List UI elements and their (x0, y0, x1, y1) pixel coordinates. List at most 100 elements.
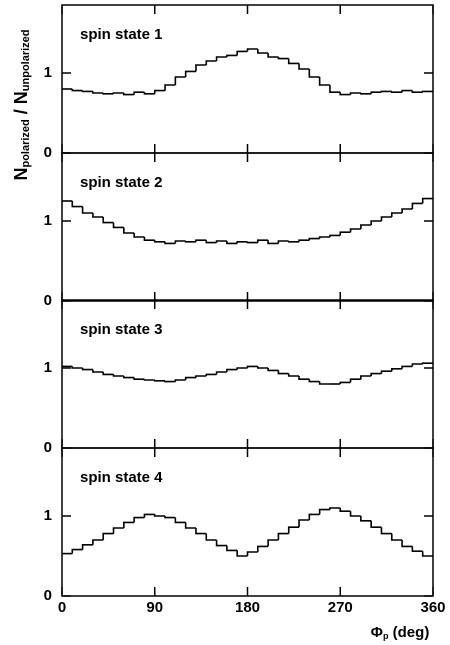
histogram-bin (81, 90, 93, 93)
y-tick-label: 1 (44, 507, 52, 524)
histogram-bin (123, 376, 135, 379)
histogram-bin (246, 241, 258, 244)
histogram-bin (92, 369, 104, 373)
histogram-bin (287, 373, 300, 377)
histogram-bin (349, 511, 361, 517)
histogram-bin (308, 513, 320, 520)
histogram-bin (236, 367, 248, 370)
histogram-bin (380, 370, 392, 374)
histogram-bin (71, 548, 83, 554)
histogram-bin (195, 375, 207, 378)
histogram-bin (411, 363, 423, 367)
histogram-bin (112, 222, 124, 229)
histogram-bin (215, 371, 227, 375)
histogram-bin (298, 239, 310, 242)
histogram-bin (184, 70, 196, 77)
histogram-bin (246, 365, 258, 368)
histogram-bin (143, 513, 155, 518)
histogram-bin (226, 241, 238, 245)
histogram-bin (349, 92, 361, 95)
histogram-bin (421, 362, 433, 364)
histogram-bin (257, 545, 269, 552)
histogram-bin (360, 516, 372, 522)
histogram-bin (380, 216, 392, 221)
y-tick-label: 0 (44, 587, 52, 604)
histogram-bin (174, 379, 186, 382)
histogram-bin (205, 240, 217, 244)
histogram-bin (421, 197, 433, 204)
y-tick-label: 1 (44, 64, 52, 81)
histogram-bin (133, 377, 145, 380)
x-tick-label: 0 (58, 599, 66, 616)
histogram-bin (298, 63, 310, 70)
histogram-bin (133, 91, 145, 95)
histogram-bin (349, 228, 361, 233)
histogram-bin (81, 368, 93, 371)
histogram-bin (360, 224, 372, 229)
histogram-bin (102, 93, 114, 95)
histogram-bin (257, 239, 269, 243)
histogram-bin (257, 366, 269, 369)
histogram-bin (267, 240, 279, 245)
x-axis-label: Φp (deg) (371, 624, 430, 641)
histogram-bin (329, 85, 341, 93)
histogram-bin (164, 241, 176, 245)
histogram-bin (287, 526, 300, 534)
y-tick-label: 0 (44, 144, 52, 161)
histogram-bin (174, 76, 186, 85)
histogram-bin (102, 372, 114, 376)
histogram-bin (339, 508, 351, 512)
histogram-bin (205, 533, 217, 541)
histogram-bin (226, 368, 238, 372)
histogram-bin (226, 54, 238, 57)
histogram-bin (184, 376, 196, 380)
histogram-bin (174, 517, 186, 524)
y-axis-label: Npolarized / Nunpolarized (11, 29, 32, 180)
histogram-bin (236, 50, 248, 56)
histogram-bin (298, 376, 310, 380)
x-tick-label: 360 (420, 599, 445, 616)
histogram-bin (143, 237, 155, 241)
histogram-bin (370, 220, 382, 225)
histogram-bin (143, 379, 155, 381)
histogram-bin (246, 551, 258, 556)
histogram-bin (360, 93, 372, 95)
histogram-bin (195, 64, 207, 72)
histogram-bin (215, 240, 227, 243)
y-tick-label: 1 (44, 212, 52, 229)
histogram-bin (329, 507, 341, 510)
histogram-bin (236, 241, 248, 244)
histogram-bin (257, 49, 269, 54)
histogram-bin (153, 514, 166, 517)
histogram-bin (102, 532, 114, 540)
histogram-bin (390, 91, 403, 93)
histogram-bin (421, 90, 433, 93)
histogram-bin (360, 375, 372, 380)
histogram-bin (92, 91, 104, 94)
histogram-bin (112, 527, 124, 534)
y-tick-label: 0 (44, 439, 52, 456)
histogram-bin (143, 92, 155, 95)
histogram-bin (123, 521, 135, 528)
histogram-bin (308, 237, 320, 241)
histogram-bin (287, 241, 300, 243)
histogram-bin (112, 374, 124, 377)
y-tick-label: 0 (44, 292, 52, 309)
histogram-bin (153, 380, 166, 382)
histogram-bin (287, 58, 300, 65)
histogram-bin (298, 519, 310, 528)
histogram-bin (123, 227, 135, 234)
histogram-bin (92, 213, 104, 218)
histogram-bin (195, 528, 207, 535)
histogram-bin (92, 539, 104, 545)
histogram-bin (401, 208, 413, 213)
histogram-bin (277, 370, 289, 375)
histogram-bin (215, 540, 227, 547)
histogram-bin (339, 381, 351, 384)
histogram-bin (184, 522, 196, 529)
histogram-bin (267, 539, 279, 547)
histogram-bin (133, 233, 145, 238)
histogram-bin (123, 93, 135, 96)
y-tick-label: 1 (44, 359, 52, 376)
